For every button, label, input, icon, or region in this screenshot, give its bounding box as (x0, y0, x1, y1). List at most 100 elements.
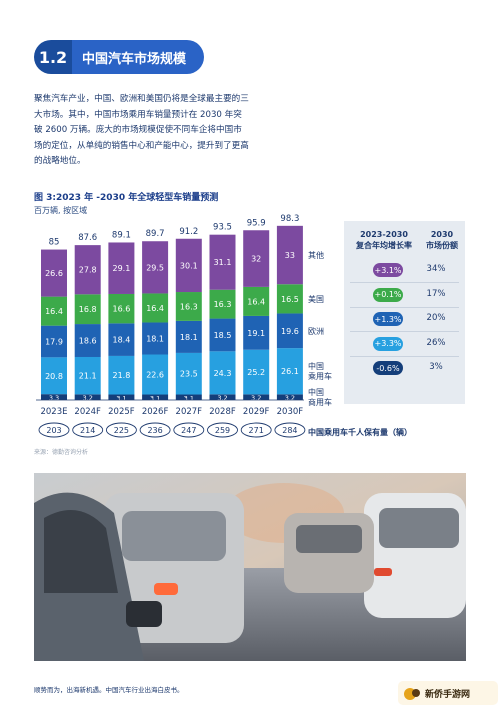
section-number-badge: 1.2 (34, 40, 72, 74)
segment-value-label: 20.8 (45, 372, 63, 381)
intro-paragraph: 聚焦汽车产业，中国、欧洲和美国仍将是全球最主要的三大市场。其中，中国市场乘用车销… (34, 94, 249, 167)
bar-segment (74, 245, 101, 295)
bar-total-label: 91.2 (179, 227, 198, 237)
bar-segment (41, 394, 67, 400)
bar-total-label: 89.7 (146, 229, 165, 239)
segment-value-label: 17.9 (45, 338, 63, 347)
market-share-value: 17% (426, 288, 446, 299)
bar-segment (243, 286, 270, 316)
legend-label: 乘用车 (308, 371, 332, 381)
bar-segment (209, 234, 236, 290)
segment-value-label: 3.2 (251, 394, 261, 402)
section-title: 中国汽车市场规模 (72, 40, 204, 74)
bar-total-label: 87.6 (78, 233, 97, 243)
ownership-value: 247 (181, 426, 196, 435)
segment-value-label: 16.4 (247, 297, 265, 306)
bar-segment (276, 348, 303, 395)
ownership-oval (38, 422, 70, 438)
bar-segment (243, 349, 270, 395)
ownership-oval (105, 422, 137, 438)
row-divider (350, 306, 459, 308)
share-header-text: 2030 市场份额 (426, 230, 458, 250)
bar-segment (142, 322, 169, 355)
cagr-pill: +3.3% (373, 336, 403, 351)
segment-value-label: 3.1 (184, 394, 194, 402)
category-tick-label: 2028F (209, 407, 236, 417)
ownership-oval (72, 422, 104, 438)
bar-segment (175, 394, 202, 400)
source-note: 来源：德勤咨询分析 (34, 449, 89, 456)
cagr-pill: +3.1% (373, 263, 403, 277)
cagr-pill: +1.3% (373, 312, 403, 326)
bar-segment (41, 296, 67, 326)
segment-value-label: 16.8 (79, 305, 97, 314)
segment-value-label: 24.3 (214, 369, 232, 378)
segment-value-label: 21.8 (112, 371, 130, 380)
legend-label: 中国 (308, 361, 324, 371)
bar-segment (142, 293, 169, 323)
watermark-logo-icon (404, 688, 420, 700)
bar-total-label: 93.5 (213, 223, 232, 233)
segment-value-label: 19.1 (247, 329, 265, 338)
segment-value-label: 16.6 (112, 305, 130, 314)
bar-segment (209, 394, 236, 400)
ownership-value: 259 (215, 426, 230, 435)
market-share-value: 3% (429, 362, 443, 372)
segment-value-label: 16.4 (45, 307, 63, 316)
bar-segment (108, 293, 135, 324)
ownership-oval (173, 422, 205, 438)
figure-title: 图 3:2023 年 -2030 年全球轻型车销量预测 (34, 193, 219, 203)
bar-segment (209, 351, 236, 395)
segment-value-label: 16.3 (214, 300, 232, 309)
bar-segment (142, 394, 169, 400)
ownership-label: 中国乘用车千人保有量（辆） (308, 428, 412, 437)
segment-value-label: 30.1 (180, 261, 198, 270)
watermark-text: 新侨手游网 (425, 689, 471, 700)
ownership-value: 236 (147, 426, 162, 435)
bar-segment (74, 294, 101, 325)
cagr-pill: +0.1% (373, 287, 403, 302)
segment-value-label: 21.1 (79, 372, 97, 381)
market-share-value: 34% (426, 264, 446, 274)
bar-segment (74, 324, 101, 357)
segment-value-label: 22.6 (146, 371, 164, 380)
bar-segment (108, 394, 135, 400)
segment-value-label: 31.1 (214, 258, 232, 267)
bar-segment (209, 289, 236, 319)
bar-segment (276, 225, 303, 285)
bar-segment (41, 357, 67, 395)
segment-value-label: 32 (251, 255, 261, 264)
segment-value-label: 18.1 (180, 333, 198, 342)
legend-label: 其他 (308, 250, 324, 260)
segment-value-label: 18.1 (146, 334, 164, 343)
share-header: 2030 市场份额 (422, 229, 462, 251)
legend-label: 美国 (308, 294, 324, 304)
segment-value-label: 23.5 (180, 370, 198, 379)
bar-segment (175, 238, 202, 293)
segment-value-label: 29.1 (112, 264, 130, 273)
bar-segment (243, 394, 270, 400)
row-divider (350, 331, 459, 333)
ownership-oval (207, 422, 238, 438)
segment-value-label: 27.8 (79, 266, 97, 275)
segment-value-label: 18.6 (79, 337, 97, 346)
cagr-header: 2023-2030 复合年均增长率 (348, 229, 420, 251)
category-tick-label: 2024F (74, 407, 101, 417)
bar-segment (41, 249, 67, 297)
ownership-value: 225 (114, 426, 129, 435)
bar-segment (142, 241, 169, 294)
bar-segment (243, 315, 270, 350)
legend-label: 商用车 (308, 397, 332, 407)
bar-total-label: 95.9 (247, 218, 266, 228)
sales-forecast-chart: 3.3 20.8 17.9 16.4 26.6 85 2023E 203 3.2 21.1 18.6… (36, 214, 332, 438)
segment-value-label: 26.1 (281, 367, 299, 376)
watermark-badge: 新侨手游网 (398, 681, 498, 705)
segment-value-label: 3.2 (217, 394, 227, 402)
segment-value-label: 19.6 (281, 327, 299, 336)
bar-segment (276, 313, 303, 349)
ownership-oval (139, 422, 171, 438)
row-divider (350, 282, 459, 284)
ownership-value: 271 (249, 426, 264, 435)
bar-segment (41, 325, 67, 358)
segment-value-label: 16.3 (180, 302, 198, 311)
